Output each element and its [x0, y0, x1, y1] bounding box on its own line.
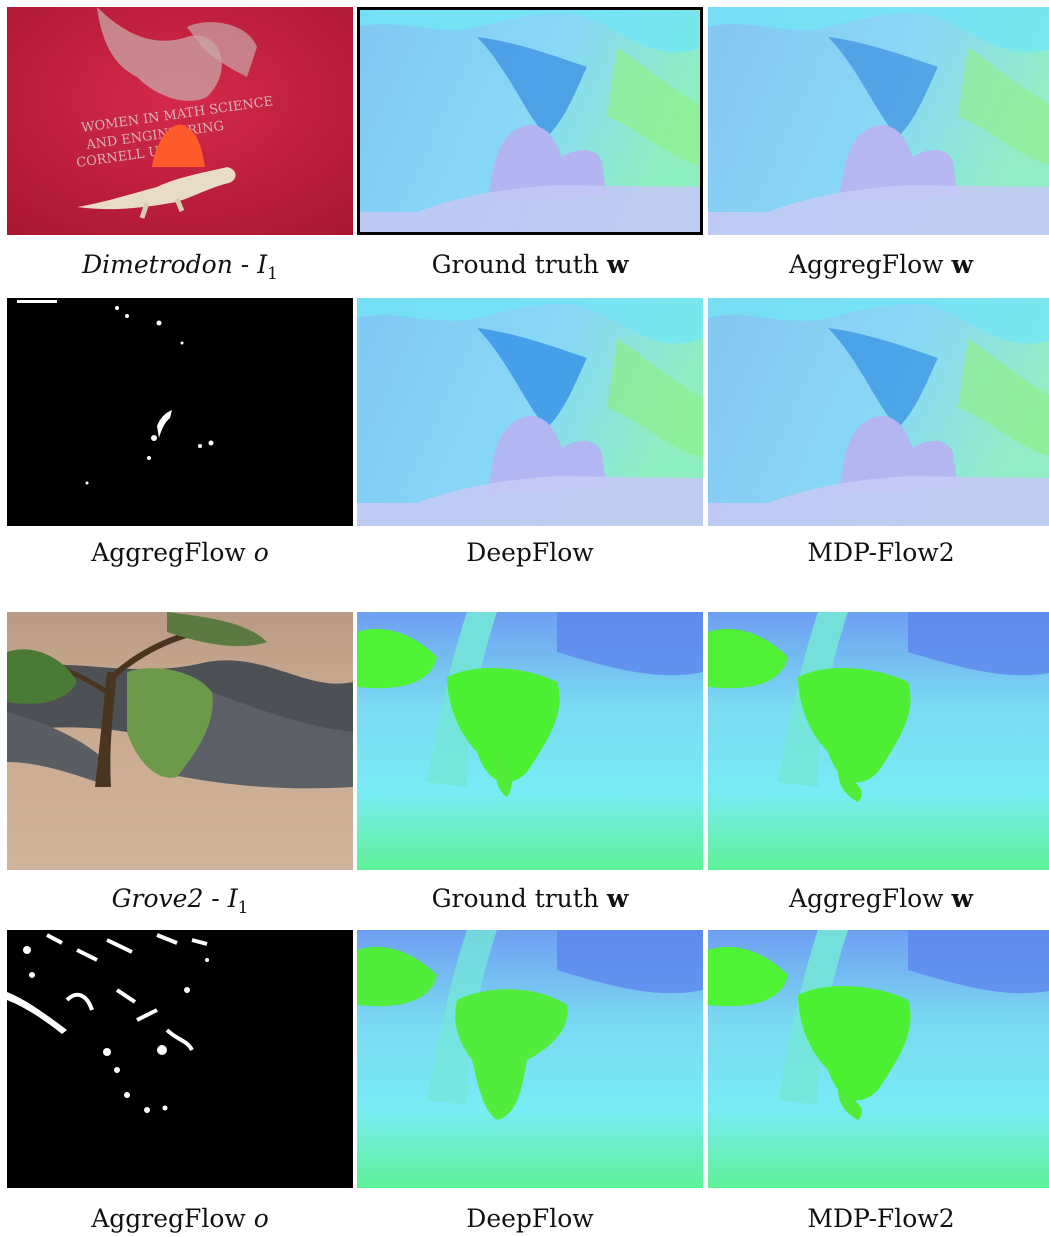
frame-symbol: I — [257, 250, 268, 279]
caption-dimetrodon-aggregflow-w: AggregFlow w — [708, 250, 1049, 280]
sequence-name: Dimetrodon — [82, 250, 233, 279]
caption-text: AggregFlow — [91, 538, 246, 567]
flow-vector-symbol: w — [606, 250, 629, 279]
flow-vector-symbol: w — [951, 250, 974, 279]
flow-vector-symbol: w — [951, 884, 974, 913]
caption-dimetrodon-mdpflow2: MDP-Flow2 — [708, 538, 1049, 568]
occlusion-symbol: o — [253, 1204, 269, 1233]
dimetrodon-mdpflow2-flow — [708, 298, 1049, 526]
caption-text: DeepFlow — [466, 1204, 594, 1233]
caption-dimetrodon-ground-truth: Ground truth w — [357, 250, 703, 280]
frame-subscript: 1 — [267, 264, 278, 284]
caption-text: DeepFlow — [466, 538, 594, 567]
caption-dimetrodon-deepflow: DeepFlow — [357, 538, 703, 568]
caption-grove2-ground-truth: Ground truth w — [357, 884, 703, 914]
flow-vector-symbol: w — [606, 884, 629, 913]
caption-text: MDP-Flow2 — [807, 538, 955, 567]
caption-text: AggregFlow — [788, 250, 944, 279]
grove2-occlusion-map — [7, 930, 353, 1188]
caption-grove2-mdpflow2: MDP-Flow2 — [708, 1204, 1049, 1234]
grove2-aggregflow-flow — [708, 612, 1049, 870]
dimetrodon-aggregflow-flow — [708, 7, 1049, 235]
dimetrodon-occlusion-map — [7, 298, 353, 526]
caption-text: Ground truth — [431, 884, 599, 913]
caption-text: AggregFlow — [788, 884, 944, 913]
caption-text: AggregFlow — [91, 1204, 246, 1233]
dimetrodon-deepflow-flow — [357, 298, 703, 526]
caption-grove2-input: Grove2 - I1 — [111, 884, 249, 918]
sequence-name: Grove2 — [111, 884, 204, 913]
caption-grove2-deepflow: DeepFlow — [357, 1204, 703, 1234]
caption-grove2-occlusion: AggregFlow o — [7, 1204, 353, 1234]
frame-subscript: 1 — [237, 898, 249, 918]
occlusion-symbol: o — [253, 538, 269, 567]
dimetrodon-input-image: WOMEN IN MATH SCIENCE AND ENGINEERING CO… — [7, 7, 353, 235]
grove2-mdpflow2-flow — [708, 930, 1049, 1188]
grove2-input-image — [7, 612, 353, 870]
caption-dimetrodon-input: Dimetrodon - I1 — [82, 250, 278, 284]
dimetrodon-ground-truth-flow — [357, 7, 703, 235]
caption-dimetrodon-occlusion: AggregFlow o — [7, 538, 353, 568]
grove2-ground-truth-flow — [357, 612, 703, 870]
caption-text: MDP-Flow2 — [807, 1204, 955, 1233]
frame-symbol: I — [227, 884, 238, 913]
caption-text: Ground truth — [431, 250, 599, 279]
caption-grove2-aggregflow-w: AggregFlow w — [708, 884, 1049, 914]
grove2-deepflow-flow — [357, 930, 703, 1188]
